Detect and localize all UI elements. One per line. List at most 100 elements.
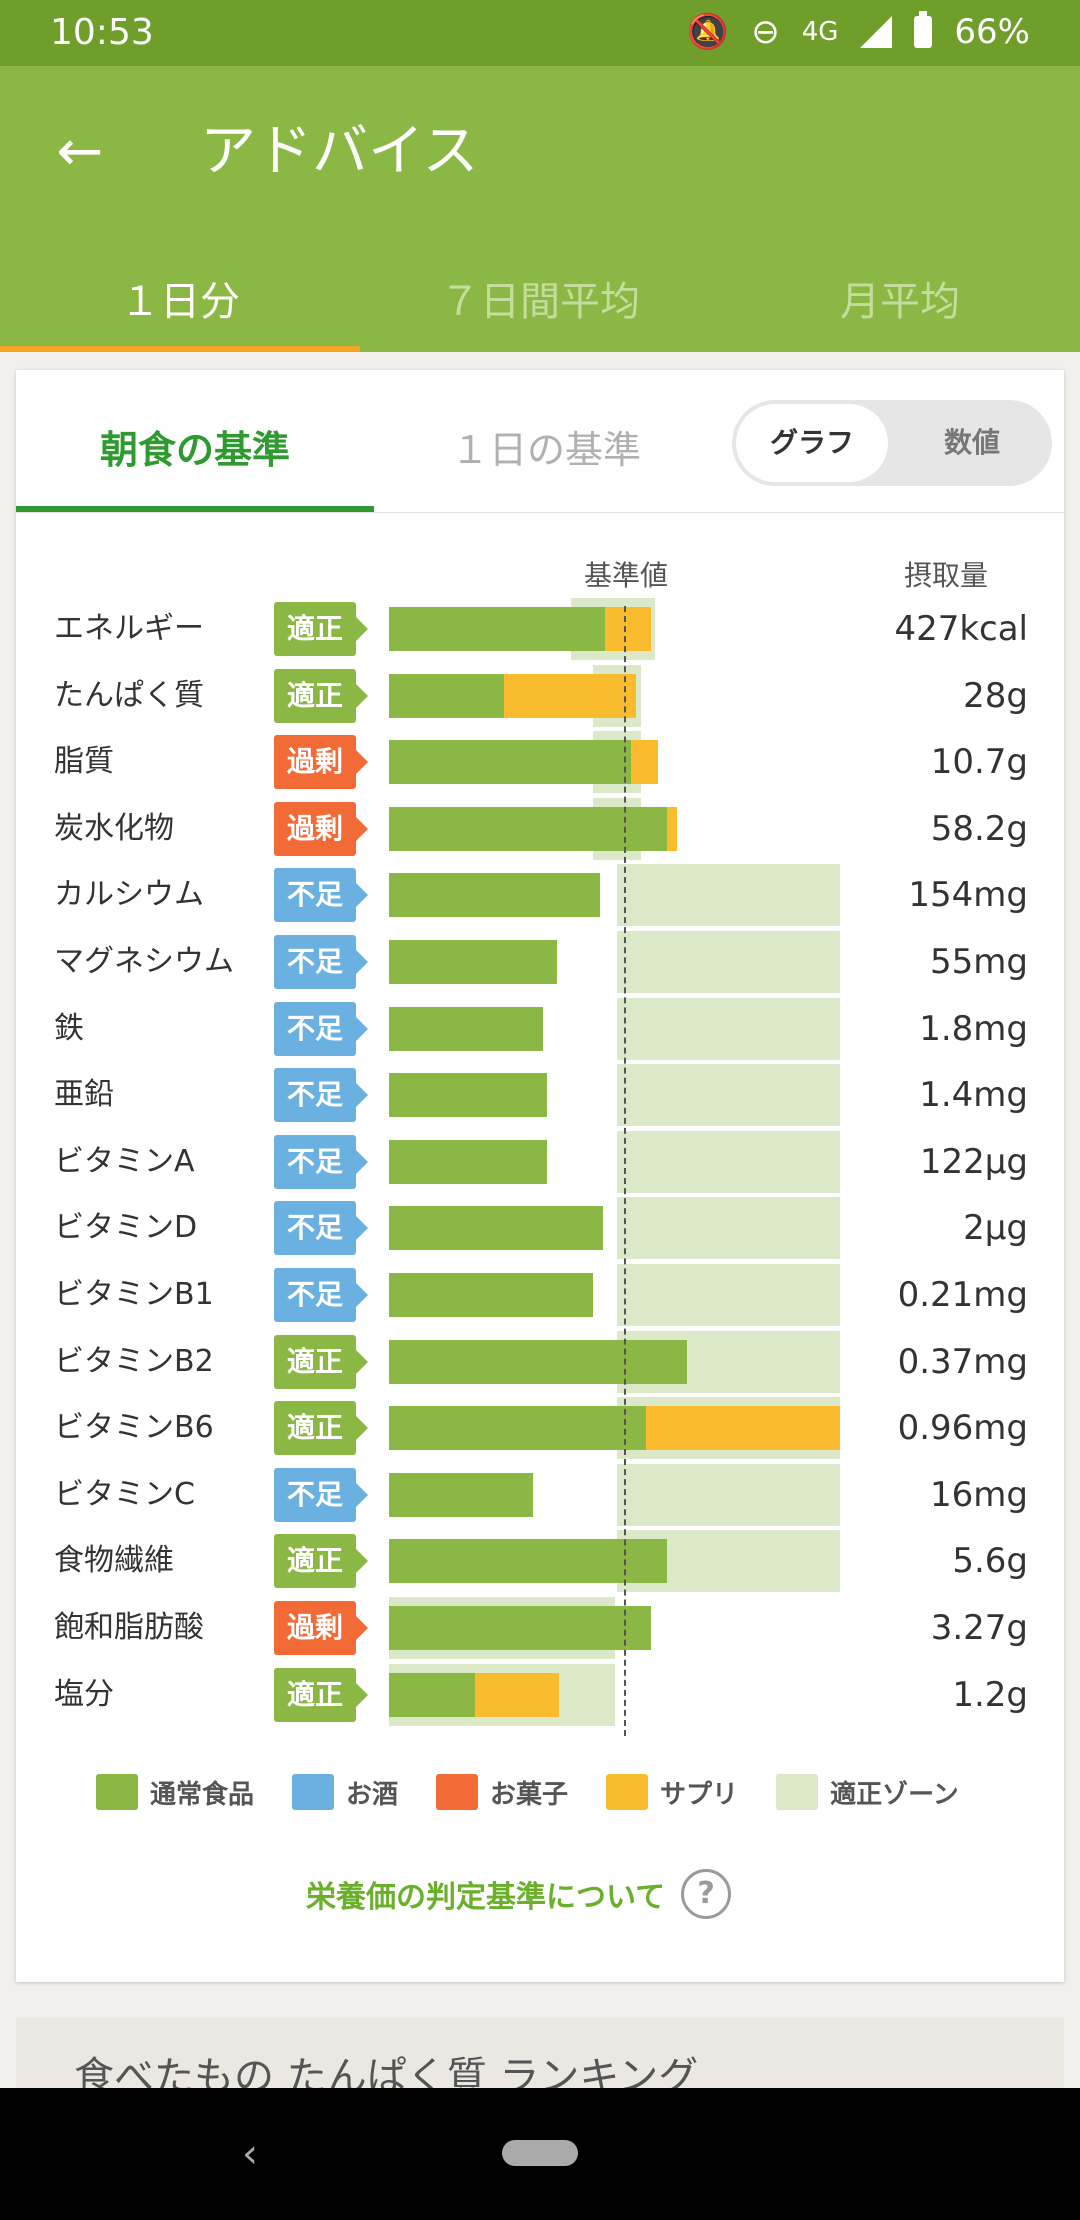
status-badge: 過剰 bbox=[274, 735, 368, 789]
nutrient-row: ビタミンB1 不足 0.21mg bbox=[16, 1262, 1064, 1328]
bar-area bbox=[389, 996, 869, 1062]
supplement-bar bbox=[631, 740, 658, 784]
nutrient-name: 炭水化物 bbox=[54, 811, 174, 846]
intake-value: 28g bbox=[963, 676, 1028, 716]
intake-value: 1.2g bbox=[952, 1675, 1028, 1715]
status-badge: 適正 bbox=[274, 1335, 368, 1389]
help-icon[interactable]: ? bbox=[681, 1869, 732, 1919]
optimal-zone bbox=[617, 1264, 841, 1326]
nutrient-name: 飽和脂肪酸 bbox=[54, 1610, 204, 1645]
nav-back-icon[interactable]: ‹ bbox=[242, 2131, 258, 2177]
status-badge: 適正 bbox=[274, 1401, 368, 1455]
nutrient-row: ビタミンB2 適正 0.37mg bbox=[16, 1329, 1064, 1395]
status-badge: 不足 bbox=[274, 1068, 368, 1122]
standard-column-header: 基準値 bbox=[584, 559, 669, 592]
legend-swatch bbox=[776, 1774, 819, 1810]
supplement-bar bbox=[605, 607, 651, 651]
tab-seven-day-average[interactable]: ７日間平均 bbox=[440, 279, 640, 325]
intake-value: 0.21mg bbox=[897, 1275, 1028, 1315]
numeric-view-button[interactable]: 数値 bbox=[943, 426, 1000, 459]
status-bar: 10:53 🔕 ⊖ 4G 66% bbox=[0, 0, 1080, 66]
legend-swatch bbox=[606, 1774, 649, 1810]
bar-area bbox=[389, 1062, 869, 1128]
intake-value: 16mg bbox=[930, 1475, 1028, 1515]
intake-value: 10.7g bbox=[930, 742, 1028, 782]
advice-card: 朝食の基準 １日の基準 グラフ 数値 基準値 摂取量 塩分 適正 1.2g 飽和脂肪酸… bbox=[16, 370, 1064, 1982]
status-badge: 不足 bbox=[274, 1268, 368, 1322]
normal-food-bar bbox=[389, 807, 668, 851]
supplement-bar bbox=[504, 674, 637, 718]
status-badge: 適正 bbox=[274, 602, 368, 656]
tab-monthly-average[interactable]: 月平均 bbox=[840, 279, 960, 325]
criteria-link-label[interactable]: 栄養価の判定基準について bbox=[306, 1880, 666, 1915]
nutrient-name: ビタミンD bbox=[54, 1210, 198, 1245]
normal-food-bar bbox=[389, 1673, 476, 1717]
period-tabs: １日分 ７日間平均 月平均 bbox=[0, 252, 1080, 352]
graph-view-button[interactable]: グラフ bbox=[736, 404, 888, 482]
nutrient-name: ビタミンC bbox=[54, 1477, 195, 1512]
normal-food-bar bbox=[389, 1273, 593, 1317]
nutrient-name: 亜鉛 bbox=[54, 1077, 114, 1112]
bar-area bbox=[389, 796, 869, 862]
intake-value: 1.8mg bbox=[919, 1009, 1028, 1049]
intake-value: 427kcal bbox=[894, 609, 1028, 649]
legend-label: 適正ゾーン bbox=[830, 1779, 959, 1810]
bar-area bbox=[389, 729, 869, 795]
normal-food-bar bbox=[389, 940, 557, 984]
app-bar: ← アドバイス １日分 ７日間平均 月平均 bbox=[0, 66, 1080, 352]
tab-one-day[interactable]: １日分 bbox=[0, 252, 360, 352]
navigation-bar: ‹ bbox=[0, 2088, 1080, 2220]
normal-food-bar bbox=[389, 674, 505, 718]
optimal-zone bbox=[617, 998, 841, 1060]
status-badge: 不足 bbox=[274, 1468, 368, 1522]
normal-food-bar bbox=[389, 873, 601, 917]
criteria-link[interactable]: 栄養価の判定基準について ? bbox=[306, 1866, 732, 1922]
back-arrow-icon[interactable]: ← bbox=[56, 119, 104, 184]
normal-food-bar bbox=[389, 1473, 533, 1517]
intake-value: 122μg bbox=[919, 1142, 1028, 1182]
normal-food-bar bbox=[389, 1073, 548, 1117]
battery-icon bbox=[914, 11, 933, 48]
bar-area bbox=[389, 1129, 869, 1195]
normal-food-bar bbox=[389, 1539, 668, 1583]
normal-food-bar bbox=[389, 740, 632, 784]
nutrient-row: たんぱく質 適正 28g bbox=[16, 663, 1064, 729]
normal-food-bar bbox=[389, 1007, 543, 1051]
bar-area bbox=[389, 1329, 869, 1395]
legend-item: 通常食品 bbox=[96, 1774, 254, 1811]
notifications-off-icon: 🔕 bbox=[686, 12, 730, 52]
divider bbox=[16, 512, 1064, 513]
status-badge: 不足 bbox=[274, 935, 368, 989]
view-toggle: グラフ 数値 bbox=[732, 400, 1052, 486]
nutrient-row: 炭水化物 過剰 58.2g bbox=[16, 796, 1064, 862]
normal-food-bar bbox=[389, 607, 605, 651]
nutrient-name: 鉄 bbox=[54, 1011, 84, 1046]
intake-value: 3.27g bbox=[930, 1608, 1028, 1648]
legend-swatch bbox=[96, 1774, 138, 1810]
network-type: 4G bbox=[801, 17, 839, 47]
bar-area bbox=[389, 929, 869, 995]
nutrient-row: カルシウム 不足 154mg bbox=[16, 862, 1064, 928]
nutrient-name: エネルギー bbox=[54, 611, 204, 646]
battery-level: 66% bbox=[954, 12, 1030, 52]
bar-area bbox=[389, 663, 869, 729]
legend-item: サプリ bbox=[606, 1774, 738, 1811]
tab-daily-standard[interactable]: １日の基準 bbox=[450, 428, 641, 472]
nutrient-row: マグネシウム 不足 55mg bbox=[16, 929, 1064, 995]
bar-area bbox=[389, 1195, 869, 1261]
legend-label: 通常食品 bbox=[150, 1779, 255, 1810]
status-badge: 過剰 bbox=[274, 802, 368, 856]
page-title: アドバイス bbox=[200, 119, 479, 184]
nutrient-name: 脂質 bbox=[54, 744, 114, 779]
nutrient-row: 飽和脂肪酸 過剰 3.27g bbox=[16, 1595, 1064, 1661]
nav-home-pill[interactable] bbox=[502, 2140, 578, 2166]
status-badge: 不足 bbox=[274, 868, 368, 922]
optimal-zone bbox=[617, 1131, 841, 1193]
tab-breakfast-standard[interactable]: 朝食の基準 bbox=[16, 400, 374, 512]
nutrient-name: ビタミンB6 bbox=[54, 1410, 214, 1445]
nutrient-row: エネルギー 適正 427kcal bbox=[16, 596, 1064, 662]
bar-area bbox=[389, 1595, 869, 1661]
legend-swatch bbox=[292, 1774, 335, 1810]
intake-value: 0.96mg bbox=[897, 1408, 1028, 1448]
nutrient-row: 塩分 適正 1.2g bbox=[16, 1662, 1064, 1728]
